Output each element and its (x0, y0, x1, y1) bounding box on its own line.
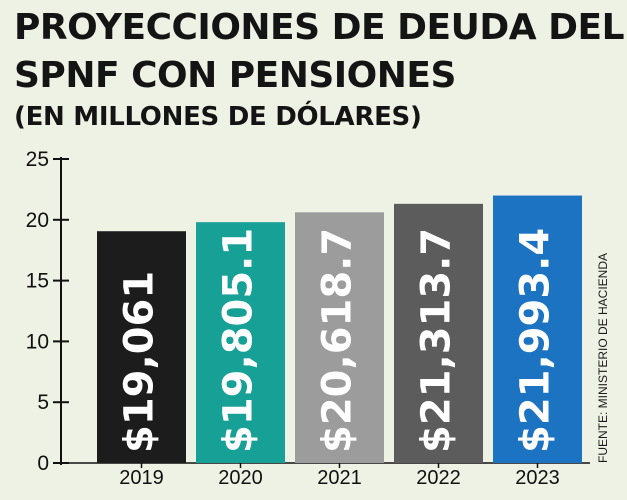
bar-2023 (493, 195, 582, 464)
chart-subtitle: (EN MILLONES DE DÓLARES) (14, 102, 422, 132)
bar-2019 (97, 231, 186, 463)
data-label-2023: $21,993.4 (513, 228, 559, 453)
bar-2022 (394, 203, 483, 463)
x-tick-label-2020: 2020 (218, 467, 263, 489)
y-tick-label-0: 0 (37, 452, 49, 475)
y-tick-label-25: 25 (26, 148, 49, 171)
data-label-2020: $19,805.1 (216, 228, 262, 453)
y-tick-label-15: 15 (26, 270, 49, 293)
x-tick-label-2021: 2021 (317, 467, 362, 489)
bar-2020 (196, 222, 285, 463)
bar-2021 (295, 212, 384, 463)
chart-title: PROYECCIONES DE DEUDA DEL SPNF CON PENSI… (14, 7, 625, 96)
y-tick-label-5: 5 (37, 391, 49, 414)
data-label-2021: $20,618.7 (315, 228, 361, 453)
y-tick-label-10: 10 (26, 330, 49, 353)
x-tick-label-2019: 2019 (119, 467, 164, 489)
x-tick-label-2022: 2022 (416, 467, 461, 489)
x-tick-label-2023: 2023 (515, 467, 560, 489)
y-tick-label-20: 20 (26, 209, 49, 232)
data-label-2019: $19,061 (117, 271, 163, 453)
data-label-2022: $21,313.7 (414, 228, 460, 453)
